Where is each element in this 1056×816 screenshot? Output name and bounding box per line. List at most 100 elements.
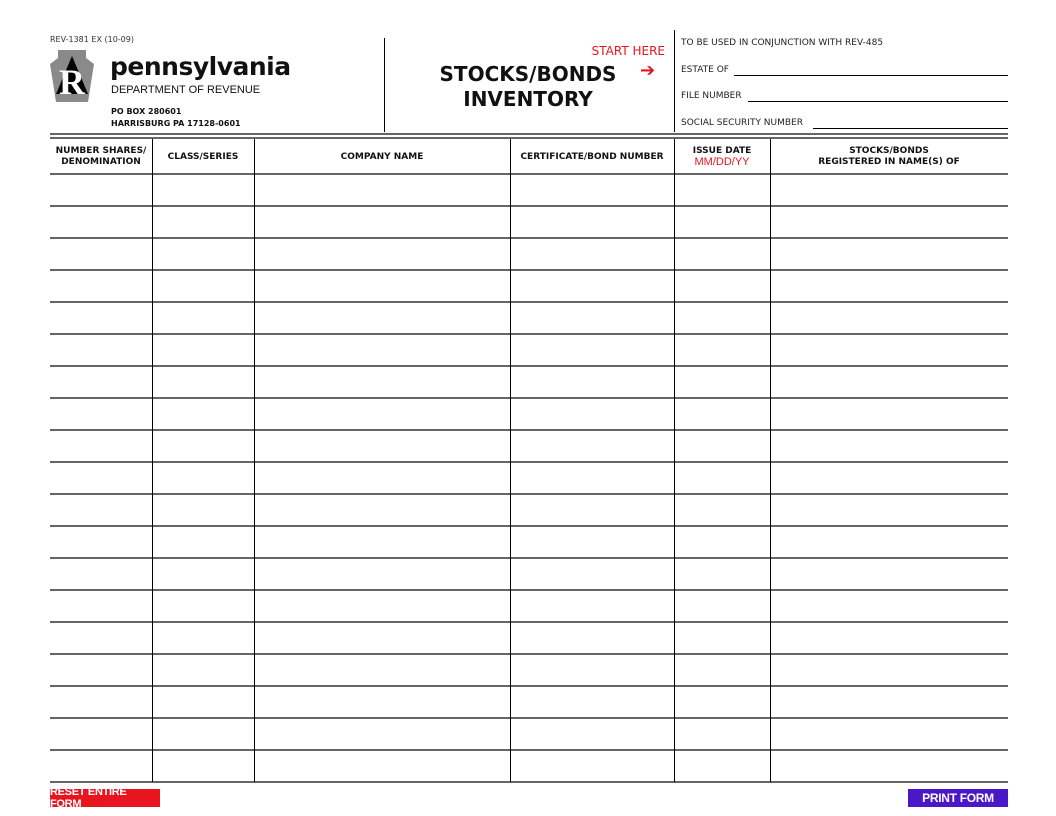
file-number-field[interactable] <box>748 101 1008 102</box>
table-cell-input[interactable] <box>511 719 673 749</box>
table-cell-input[interactable] <box>511 559 673 589</box>
table-cell-input[interactable] <box>51 367 151 397</box>
table-cell-input[interactable] <box>153 399 253 429</box>
table-cell-input[interactable] <box>255 463 509 493</box>
table-cell-input[interactable] <box>771 271 1007 301</box>
table-cell-input[interactable] <box>51 239 151 269</box>
table-cell-input[interactable] <box>51 271 151 301</box>
table-cell-input[interactable] <box>51 591 151 621</box>
table-cell-input[interactable] <box>153 335 253 365</box>
table-cell-input[interactable] <box>255 751 509 781</box>
table-cell-input[interactable] <box>675 495 769 525</box>
table-cell-input[interactable] <box>675 719 769 749</box>
table-cell-input[interactable] <box>771 527 1007 557</box>
table-cell-input[interactable] <box>255 399 509 429</box>
table-cell-input[interactable] <box>771 367 1007 397</box>
table-cell-input[interactable] <box>771 655 1007 685</box>
table-cell-input[interactable] <box>51 463 151 493</box>
table-cell-input[interactable] <box>51 687 151 717</box>
table-cell-input[interactable] <box>255 687 509 717</box>
table-cell-input[interactable] <box>511 271 673 301</box>
table-cell-input[interactable] <box>511 239 673 269</box>
table-cell-input[interactable] <box>675 335 769 365</box>
table-cell-input[interactable] <box>511 495 673 525</box>
table-cell-input[interactable] <box>675 175 769 205</box>
table-cell-input[interactable] <box>675 239 769 269</box>
table-cell-input[interactable] <box>511 303 673 333</box>
table-cell-input[interactable] <box>511 655 673 685</box>
table-cell-input[interactable] <box>51 175 151 205</box>
table-cell-input[interactable] <box>255 527 509 557</box>
table-cell-input[interactable] <box>771 463 1007 493</box>
table-cell-input[interactable] <box>675 559 769 589</box>
table-cell-input[interactable] <box>511 367 673 397</box>
table-cell-input[interactable] <box>675 591 769 621</box>
table-cell-input[interactable] <box>771 335 1007 365</box>
table-cell-input[interactable] <box>51 527 151 557</box>
table-cell-input[interactable] <box>153 655 253 685</box>
table-cell-input[interactable] <box>153 591 253 621</box>
table-cell-input[interactable] <box>255 623 509 653</box>
table-cell-input[interactable] <box>255 495 509 525</box>
table-cell-input[interactable] <box>51 623 151 653</box>
table-cell-input[interactable] <box>255 367 509 397</box>
table-cell-input[interactable] <box>675 271 769 301</box>
table-cell-input[interactable] <box>771 559 1007 589</box>
table-cell-input[interactable] <box>675 751 769 781</box>
table-cell-input[interactable] <box>153 239 253 269</box>
table-cell-input[interactable] <box>511 431 673 461</box>
table-cell-input[interactable] <box>511 335 673 365</box>
table-cell-input[interactable] <box>153 207 253 237</box>
table-cell-input[interactable] <box>771 623 1007 653</box>
table-cell-input[interactable] <box>511 175 673 205</box>
table-cell-input[interactable] <box>51 559 151 589</box>
table-cell-input[interactable] <box>511 463 673 493</box>
table-cell-input[interactable] <box>153 751 253 781</box>
table-cell-input[interactable] <box>675 527 769 557</box>
table-cell-input[interactable] <box>675 367 769 397</box>
table-cell-input[interactable] <box>771 207 1007 237</box>
table-cell-input[interactable] <box>511 527 673 557</box>
table-cell-input[interactable] <box>511 591 673 621</box>
table-cell-input[interactable] <box>153 527 253 557</box>
table-cell-input[interactable] <box>153 175 253 205</box>
table-cell-input[interactable] <box>51 335 151 365</box>
table-cell-input[interactable] <box>153 367 253 397</box>
table-cell-input[interactable] <box>675 655 769 685</box>
table-cell-input[interactable] <box>771 719 1007 749</box>
table-cell-input[interactable] <box>51 655 151 685</box>
table-cell-input[interactable] <box>255 175 509 205</box>
table-cell-input[interactable] <box>255 431 509 461</box>
table-cell-input[interactable] <box>771 399 1007 429</box>
table-cell-input[interactable] <box>771 591 1007 621</box>
table-cell-input[interactable] <box>675 399 769 429</box>
table-cell-input[interactable] <box>255 335 509 365</box>
table-cell-input[interactable] <box>51 399 151 429</box>
table-cell-input[interactable] <box>771 431 1007 461</box>
table-cell-input[interactable] <box>153 559 253 589</box>
table-cell-input[interactable] <box>511 623 673 653</box>
table-cell-input[interactable] <box>153 303 253 333</box>
table-cell-input[interactable] <box>255 207 509 237</box>
table-cell-input[interactable] <box>255 303 509 333</box>
table-cell-input[interactable] <box>153 719 253 749</box>
print-form-button[interactable]: PRINT FORM <box>908 789 1008 807</box>
table-cell-input[interactable] <box>511 751 673 781</box>
table-cell-input[interactable] <box>675 431 769 461</box>
table-cell-input[interactable] <box>51 719 151 749</box>
table-cell-input[interactable] <box>771 751 1007 781</box>
table-cell-input[interactable] <box>255 559 509 589</box>
table-cell-input[interactable] <box>153 623 253 653</box>
table-cell-input[interactable] <box>153 431 253 461</box>
table-cell-input[interactable] <box>771 303 1007 333</box>
table-cell-input[interactable] <box>675 623 769 653</box>
table-cell-input[interactable] <box>771 495 1007 525</box>
table-cell-input[interactable] <box>771 239 1007 269</box>
table-cell-input[interactable] <box>153 463 253 493</box>
table-cell-input[interactable] <box>511 207 673 237</box>
table-cell-input[interactable] <box>255 719 509 749</box>
table-cell-input[interactable] <box>153 495 253 525</box>
table-cell-input[interactable] <box>675 303 769 333</box>
table-cell-input[interactable] <box>511 399 673 429</box>
table-cell-input[interactable] <box>675 463 769 493</box>
